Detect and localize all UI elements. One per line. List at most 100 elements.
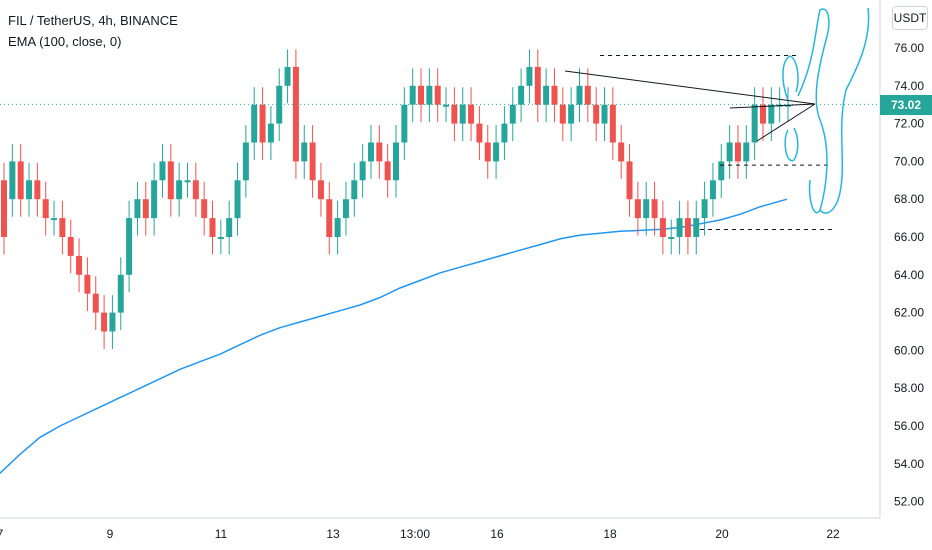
candle-body [634,199,641,219]
candle-body [376,142,383,162]
candle-body [509,104,516,124]
chart-legend: FIL / TetherUS, 4h, BINANCE EMA (100, cl… [8,10,178,52]
candle-body [59,218,66,237]
candle-body [768,104,775,124]
candle-body [9,161,16,200]
candle-body [359,161,366,181]
candle-body [643,199,650,219]
candle-body [576,85,583,105]
candle-body [493,142,500,162]
candle-body [267,123,274,143]
candle-body [259,104,266,143]
candle-body [584,85,591,105]
candle-body [84,274,91,294]
time-axis[interactable]: 7 9 11 13 13:00 16 18 20 22 [0,527,840,541]
candle-body [401,104,408,143]
candle-body [518,85,525,105]
candle-body [384,161,391,181]
candle-body [76,255,83,275]
candle-body [551,85,558,105]
candle-body [284,66,291,86]
candle-body [418,85,425,105]
candle-body [51,218,58,221]
candle-body [109,312,116,332]
candle-body [443,104,450,107]
candle-body [693,218,700,237]
candle-body [451,104,458,124]
y-tick-label: 56.00 [894,419,924,433]
candle-body [176,180,183,200]
candle-body [743,142,750,162]
x-tick-label: 22 [826,527,840,541]
candle-body [718,161,725,181]
y-tick-label: 66.00 [894,230,924,244]
candle-body [543,85,550,105]
y-tick-label: 54.00 [894,457,924,471]
candle-body [226,218,233,237]
candle-body [601,104,608,124]
candle-body [684,218,691,237]
candle-body [759,104,766,124]
y-tick-label: 60.00 [894,343,924,357]
y-tick-label: 58.00 [894,381,924,395]
x-tick-label: 7 [0,527,4,541]
candle-body [67,237,74,256]
candle-body [334,218,341,237]
y-tick-label: 76.00 [894,41,924,55]
candle-body [659,218,666,237]
candle-body [92,293,99,313]
candle-body [609,104,616,143]
x-tick-label: 18 [603,527,617,541]
candle-body [117,274,124,313]
candle-body [409,85,416,105]
candle-body [593,104,600,124]
x-tick-label: 13:00 [400,527,430,541]
candle-body [209,218,216,237]
candle-body [501,123,508,143]
candle-body [17,161,24,200]
y-tick-label: 64.00 [894,268,924,282]
candle-body [676,218,683,237]
trendline-mid [729,103,816,109]
candle-body [367,142,374,162]
candle-body [426,85,433,105]
candle-body [101,312,108,332]
candle-body [309,142,316,181]
trendline-upper [564,70,816,105]
last-price-label: 73.02 [880,95,932,115]
y-tick-label: 68.00 [894,192,924,206]
symbol-title[interactable]: FIL / TetherUS, 4h, BINANCE [8,13,178,28]
candle-body [734,142,741,162]
candle-body [559,104,566,124]
ema-series [0,198,788,474]
candle-body [459,104,466,124]
candle-body [626,161,633,200]
candle-body [326,199,333,237]
candle-body [159,161,166,181]
ema-line [0,198,788,474]
indicator-label[interactable]: EMA (100, close, 0) [8,34,122,49]
y-tick-label: 52.00 [894,495,924,509]
candle-body [618,142,625,162]
candle-body [34,180,41,200]
hand-drawn-down-path [784,127,799,162]
y-tick-label: 74.00 [894,79,924,93]
hand-drawn-curve-left [797,8,830,214]
candle-body [167,161,174,200]
trendline-lower [756,103,816,142]
candle-body [292,66,299,162]
currency-unit-button[interactable]: USDT [892,6,928,30]
x-tick-label: 9 [107,527,114,541]
y-tick-label: 72.00 [894,117,924,131]
x-tick-label: 16 [490,527,504,541]
candle-body [393,142,399,181]
candle-body [701,199,708,219]
candle-body [151,180,158,219]
candle-body [234,180,241,219]
candle-body [301,142,308,162]
x-tick-label: 13 [326,527,340,541]
price-axis[interactable]: 52.00 54.00 56.00 58.00 60.00 62.00 64.00 66.00… [894,41,924,509]
y-tick-label: 70.00 [894,154,924,168]
candle-body [434,85,441,105]
